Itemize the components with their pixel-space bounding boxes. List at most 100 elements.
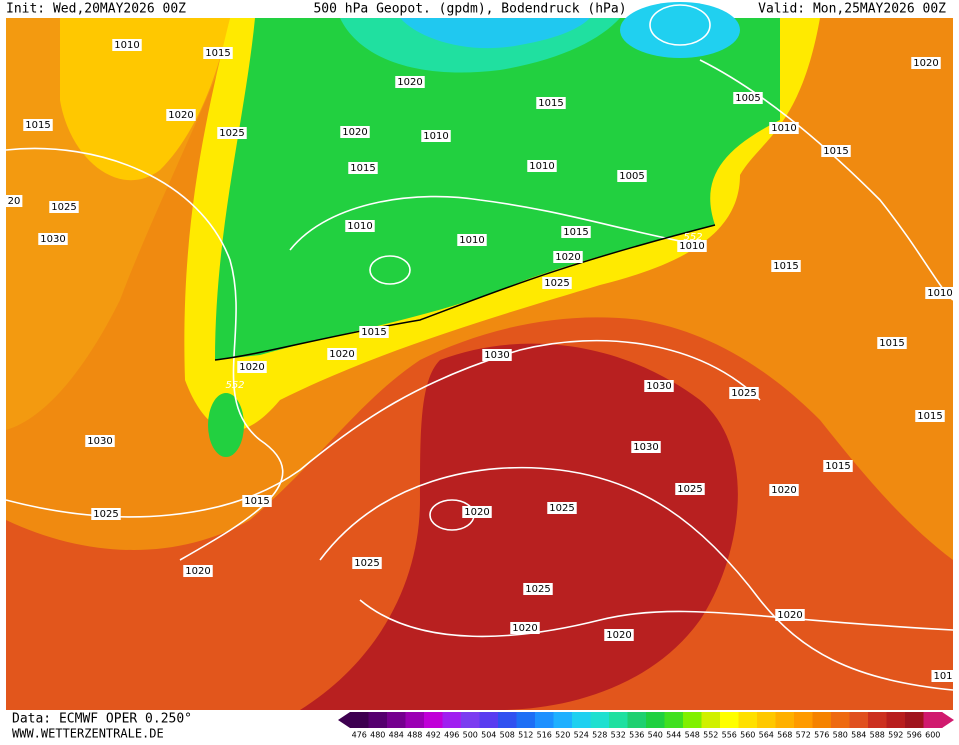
green-blob bbox=[208, 393, 244, 457]
isobar-label: 1015 bbox=[773, 261, 798, 272]
isobar-label: 1030 bbox=[40, 234, 65, 245]
scale-label: 584 bbox=[851, 731, 866, 740]
scale-swatch bbox=[387, 712, 406, 728]
isobar-label: 1020 bbox=[913, 58, 938, 69]
scale-label: 508 bbox=[500, 731, 515, 740]
scale-label: 512 bbox=[518, 731, 533, 740]
scale-label: 496 bbox=[444, 731, 459, 740]
isobar-label: 1030 bbox=[646, 381, 671, 392]
scale-swatch bbox=[461, 712, 480, 728]
scale-label: 596 bbox=[907, 731, 922, 740]
label-box bbox=[675, 483, 705, 495]
label-box bbox=[677, 240, 707, 252]
label-box bbox=[242, 495, 272, 507]
scale-swatch bbox=[831, 712, 850, 728]
isobar bbox=[359, 599, 954, 638]
isobar bbox=[699, 59, 954, 301]
label-box bbox=[91, 508, 121, 520]
scale-label: 560 bbox=[740, 731, 755, 740]
scale-swatch bbox=[627, 712, 647, 728]
label-box bbox=[352, 557, 382, 569]
isobar-label: 1020 bbox=[555, 252, 580, 263]
label-box bbox=[604, 629, 634, 641]
label-box bbox=[925, 287, 955, 299]
isobar-label: 1020 bbox=[397, 77, 422, 88]
scale-swatch bbox=[368, 712, 388, 728]
isobar-label: 1025 bbox=[93, 509, 118, 520]
scale-label: 532 bbox=[611, 731, 626, 740]
scale-swatch bbox=[442, 712, 462, 728]
color-scale: 476 480 484 488 492 496 500 504 508 512 516 520 524 5… bbox=[338, 712, 954, 740]
scale-label: 540 bbox=[648, 731, 663, 740]
label-box bbox=[359, 326, 389, 338]
scale-label: 556 bbox=[722, 731, 737, 740]
isobar-label: 1010 bbox=[679, 241, 704, 252]
scale-swatch bbox=[812, 712, 832, 728]
label-box bbox=[457, 234, 487, 246]
isobar-label: 1025 bbox=[731, 388, 756, 399]
scale-swatch bbox=[516, 712, 536, 728]
label-box bbox=[617, 170, 647, 182]
isobar-label: 1005 bbox=[619, 171, 644, 182]
label-box bbox=[510, 622, 540, 634]
scale-label: 516 bbox=[537, 731, 552, 740]
label-box bbox=[769, 122, 799, 134]
cyan-region bbox=[400, 18, 590, 49]
isobar bbox=[319, 466, 954, 691]
scale-label: 484 bbox=[389, 731, 404, 740]
isobar-label: 1020 bbox=[329, 349, 354, 360]
scale-swatch bbox=[868, 712, 887, 728]
scale-swatch bbox=[849, 712, 869, 728]
label-box bbox=[553, 251, 583, 263]
isobar-label: 1020 bbox=[512, 623, 537, 634]
scale-label: 544 bbox=[666, 731, 681, 740]
label-box bbox=[527, 160, 557, 172]
scale-label: 580 bbox=[833, 731, 848, 740]
isobar-label: 1025 bbox=[51, 202, 76, 213]
isobar-label: 1010 bbox=[771, 123, 796, 134]
label-box bbox=[203, 47, 233, 59]
isobar-label: 1025 bbox=[525, 584, 550, 595]
isobar-label: 1015 bbox=[879, 338, 904, 349]
isobar bbox=[289, 195, 701, 251]
isobar-label: 1010 bbox=[114, 40, 139, 51]
map-title: 500 hPa Geopot. (gpdm), Bodendruck (hPa) bbox=[313, 2, 626, 17]
label-box bbox=[561, 226, 591, 238]
label-box bbox=[631, 441, 661, 453]
scale-swatch bbox=[683, 712, 702, 728]
isobar-label: 1015 bbox=[538, 98, 563, 109]
label-box bbox=[421, 130, 451, 142]
label-box bbox=[877, 337, 907, 349]
geopot-552 bbox=[214, 224, 716, 361]
scale-label: 480 bbox=[370, 731, 385, 740]
isobar-label: 1015 bbox=[244, 496, 269, 507]
isobar-label: 1015 bbox=[917, 411, 942, 422]
geopot-label: 552 bbox=[683, 232, 702, 243]
scale-label: 552 bbox=[703, 731, 718, 740]
scale-label: 504 bbox=[481, 731, 496, 740]
scale-label: 588 bbox=[870, 731, 885, 740]
scale-label: 500 bbox=[463, 731, 478, 740]
label-box bbox=[771, 260, 801, 272]
scale-swatch bbox=[405, 712, 425, 728]
label-box bbox=[462, 506, 492, 518]
geopot-label: 552 bbox=[225, 380, 244, 391]
scale-label: 592 bbox=[888, 731, 903, 740]
isobar-label: 1015 bbox=[361, 327, 386, 338]
isobar-label: 1025 bbox=[549, 503, 574, 514]
isobar-label: 1015 bbox=[823, 146, 848, 157]
valid-time: Valid: Mon,25MAY2026 00Z bbox=[758, 2, 946, 17]
scale-swatch bbox=[609, 712, 628, 728]
isobar-label: 1010 bbox=[347, 221, 372, 232]
isobar-label: 1025 bbox=[354, 558, 379, 569]
label-box bbox=[733, 92, 763, 104]
label-box bbox=[327, 348, 357, 360]
scale-swatch bbox=[535, 712, 554, 728]
isobar-label: 1020 bbox=[771, 485, 796, 496]
isobar bbox=[369, 255, 411, 285]
ridge-core bbox=[300, 343, 738, 710]
label-box bbox=[217, 127, 247, 139]
isobar-label: 1010 bbox=[459, 235, 484, 246]
data-source: Data: ECMWF OPER 0.250° bbox=[12, 712, 192, 727]
label-box bbox=[482, 349, 512, 361]
